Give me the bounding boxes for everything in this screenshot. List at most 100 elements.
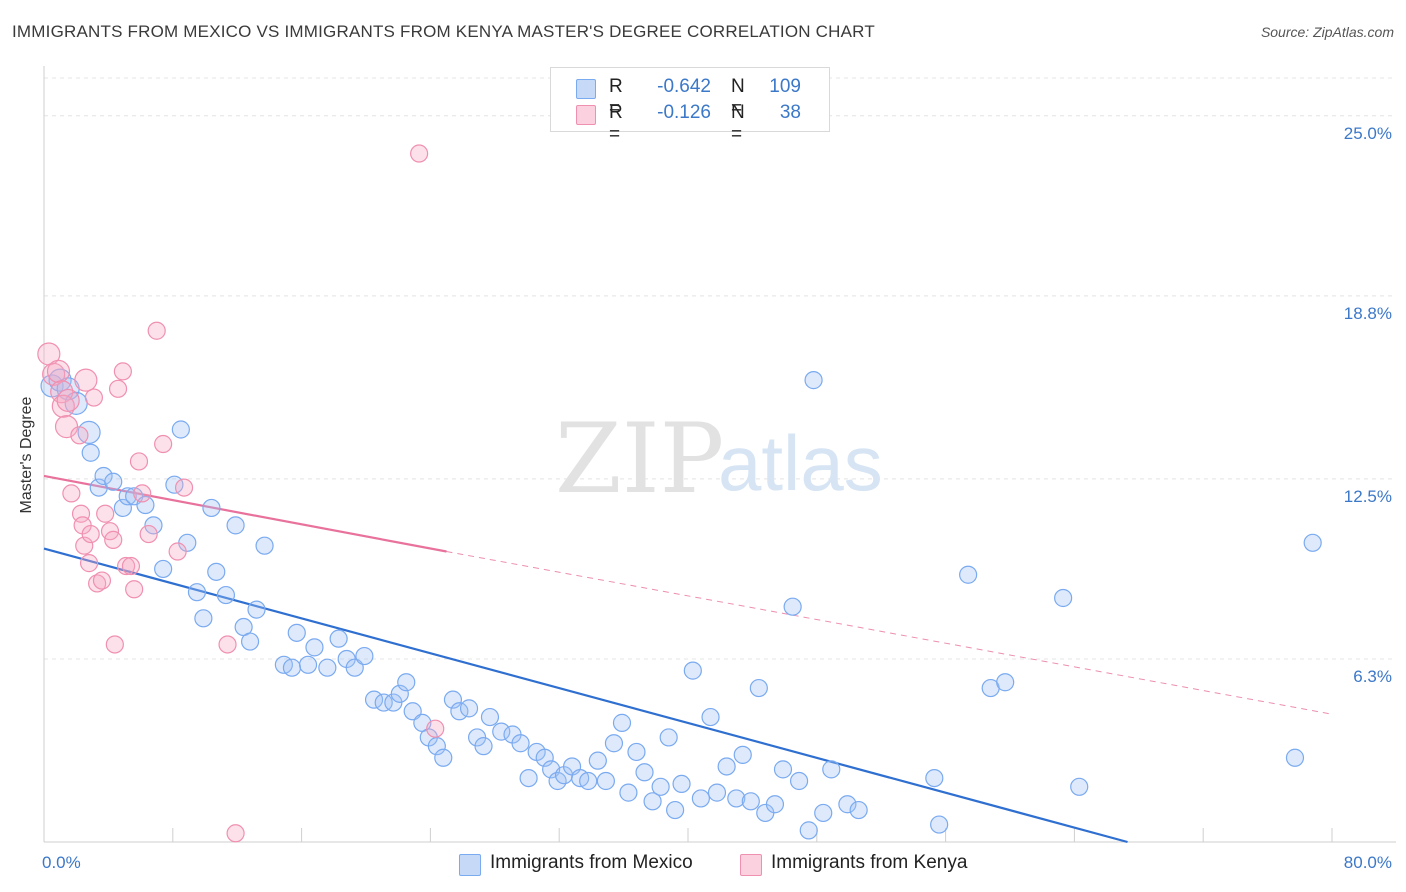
data-point [154,559,173,579]
data-point [117,556,136,576]
data-point [765,795,785,814]
legend-r-label: R = [609,102,623,145]
watermark-zip: ZIP [555,403,724,515]
data-point [81,524,100,544]
data-point [604,734,624,753]
data-point [74,368,98,392]
axes [43,66,1396,843]
trend-lines [43,474,1333,844]
legend-swatch-mexico [576,79,596,99]
legend-n-value-mexico: 109 [769,76,801,97]
data-point [804,371,823,390]
data-point [666,800,685,820]
data-point [511,734,530,753]
data-point [959,565,978,584]
data-point [81,443,100,462]
data-point [1285,748,1305,767]
data-point [298,655,318,674]
data-point [125,580,144,599]
data-point [207,562,226,581]
legend-r-value-mexico: -0.642 [657,76,711,97]
legend-r-value-kenya: -0.126 [657,102,711,123]
data-point [79,554,99,573]
bottom-legend-label-mexico: Immigrants from Mexico [490,852,693,873]
data-point [783,597,802,616]
data-point [218,635,237,654]
data-point [410,144,429,163]
data-point [96,504,115,523]
bottom-legend-swatch-mexico [459,854,481,876]
data-point [635,763,654,782]
data-point [492,722,511,741]
legend-n-label: N = [731,76,745,119]
data-point [282,658,302,677]
data-point [355,646,374,666]
data-point [104,530,123,549]
data-point [588,751,607,770]
data-point [579,771,598,791]
data-point [773,760,793,779]
data-point [62,484,81,503]
data-point [822,760,841,779]
data-point [345,658,364,677]
data-point [701,707,720,727]
data-point [136,495,155,515]
data-point [397,673,416,692]
data-point [71,504,91,523]
legend-n-value-kenya: 38 [779,102,801,123]
y-tick-label: 6.3% [1353,666,1392,686]
data-point [799,821,818,840]
data-point [717,757,736,776]
data-point [434,748,453,767]
data-point [147,321,166,340]
data-point [113,362,132,381]
trend-line-extension-1 [446,551,1333,715]
legend-r-label: R = [609,76,623,119]
data-point [56,388,80,413]
legend-swatch-kenya [576,105,596,125]
data-point [390,684,409,703]
data-point [287,623,306,642]
data-point [255,536,274,555]
data-point [168,542,187,561]
data-point [838,795,857,814]
data-point [118,487,137,506]
data-point [596,771,615,791]
data-point [84,388,104,407]
data-point [108,379,128,398]
data-point [619,783,638,802]
data-point [519,768,538,788]
data-point [77,420,101,445]
source-label: Source: ZipAtlas.com [1260,24,1394,40]
data-point [105,635,124,654]
data-point [1303,533,1322,552]
data-point [733,745,752,764]
data-point [194,609,213,628]
trend-line-0 [43,547,1128,844]
data-point [849,800,868,820]
data-point [651,777,670,796]
data-point [612,713,632,732]
data-point [94,466,113,486]
data-point [474,737,493,756]
data-point [226,824,245,843]
watermark-atlas: atlas [718,419,883,507]
data-point [480,707,500,727]
data-point [443,690,463,709]
data-point [727,789,746,808]
trend-line-1 [43,474,447,553]
data-point [88,574,107,593]
data-point [171,420,190,439]
data-point [329,629,348,648]
legend-n-label: N = [731,102,745,145]
data-point [129,452,149,471]
data-point [996,673,1015,692]
y-tick-label: 25.0% [1343,123,1392,143]
x-tick-label-max: 80.0% [1343,853,1392,872]
data-point [814,803,833,823]
data-point [403,702,422,721]
data-point [139,524,158,544]
data-point [749,678,768,698]
data-point [691,789,710,808]
data-point [318,658,337,677]
